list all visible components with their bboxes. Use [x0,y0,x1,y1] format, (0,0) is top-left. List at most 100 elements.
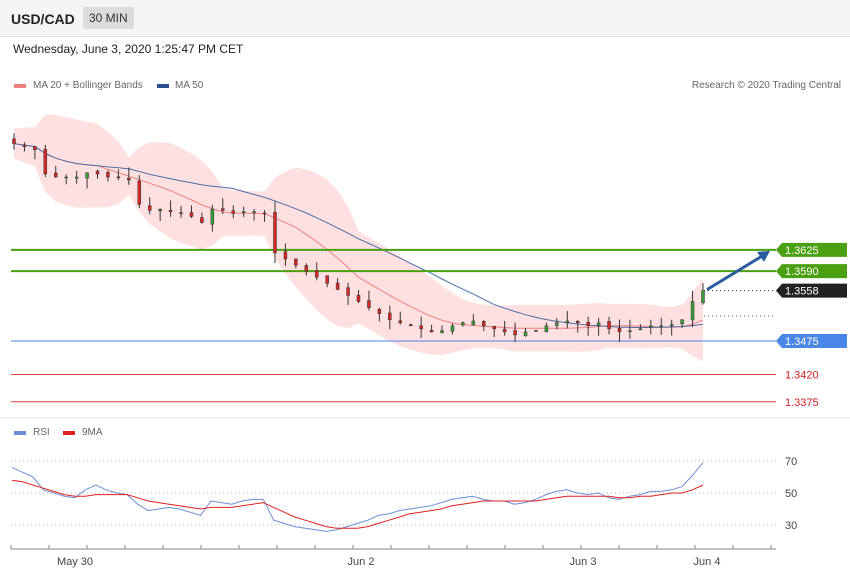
candle-body [252,211,256,213]
timeframe-button[interactable]: 30 MIN [83,7,134,29]
candle-body [12,138,16,144]
x-tick-label: Jun 4 [694,556,721,568]
candle-body [95,170,100,175]
candle-body [690,301,695,321]
candle-body [628,330,632,333]
x-tick-label: Jun 2 [348,556,375,568]
ma9-legend-label: 9MA [82,427,103,438]
candle-body [85,172,89,179]
level-label-1.3558: 1.3558 [785,286,819,298]
candle-body [482,321,486,327]
rsi-legend-label: RSI [33,427,50,438]
candle-body [158,208,162,212]
rsi-level-label-70: 70 [785,456,797,468]
candle-body [471,320,476,325]
level-label-1.3420: 1.3420 [785,369,819,381]
forecast-arrow-head [757,250,770,262]
candle-body [314,270,319,278]
candle-body [22,144,27,147]
ma20-legend-swatch [14,84,26,88]
candle-body [659,325,663,328]
rsi-level-label-50: 50 [785,488,797,500]
ma20-legend-label: MA 20 + Bollinger Bands [33,80,143,91]
candle-body [607,321,611,330]
candle-body [555,322,559,326]
candle-body [669,324,674,327]
candle-body [523,331,528,337]
candle-body [273,211,277,254]
ma9-legend-swatch [63,431,75,435]
ma50-legend-label: MA 50 [175,80,204,91]
candle-body [450,325,455,332]
candle-body [440,330,444,333]
price-levels-layer: 1.3625 1.3590 1.3558 1.3475 1.3420 1.3375 [11,242,847,409]
level-badge-1.3590 [776,264,847,279]
candle-body [596,322,601,326]
candle-body [241,211,246,213]
candle-body [429,329,434,333]
candle-body [419,325,423,330]
candle-body [294,258,298,266]
candle-body [210,208,215,225]
candle-body [283,251,288,260]
forecast-arrow-layer [706,250,770,291]
candle-body [701,290,705,304]
level-badge-1.3475 [776,334,847,349]
candle-body [586,321,590,327]
candle-body [43,149,48,175]
ma50-legend-swatch [157,84,169,88]
candle-body [325,275,329,284]
candle-body [74,176,79,179]
candle-body [544,325,549,333]
candle-body [575,321,580,324]
candle-body [106,172,110,178]
candle-body [189,212,194,217]
forecast-arrow-shaft [706,253,765,291]
candle-body [231,210,235,214]
candle-body [617,327,622,333]
candle-body [304,265,309,272]
candle-body [356,294,361,302]
rsi-line [11,462,704,532]
level-label-1.3590: 1.3590 [785,266,819,278]
candle-body [398,320,403,324]
candle-body [127,177,131,181]
candle-body [461,322,465,326]
level-badge-1.3625 [776,242,847,257]
candle-body [335,282,340,290]
bollinger-band-layer [14,114,703,362]
candle-body [64,176,68,179]
rsi-level-label-30: 30 [785,520,797,532]
candle-body [346,287,350,296]
candle-body [33,146,37,150]
rsi-ma9-line [11,479,704,529]
candle-body [116,176,121,179]
symbol-label: USD/CAD [11,11,75,27]
bollinger-band [14,114,703,362]
candle-body [54,172,58,178]
candle-body [168,209,173,212]
x-tick-label: May 30 [57,556,93,568]
candle-body [367,300,371,308]
candle-body [565,320,570,323]
candle-body [221,208,225,211]
candle-body [638,328,643,331]
x-tick-label: Jun 3 [570,556,597,568]
chart-header: USD/CAD 30 MIN [0,0,850,37]
candle-body [377,309,382,314]
candle-body [534,330,538,332]
level-label-1.3375: 1.3375 [785,397,819,409]
candle-body [179,212,183,214]
candle-body [200,217,204,223]
rsi-panel: 70 50 30 [11,456,797,532]
chart-datetime: Wednesday, June 3, 2020 1:25:47 PM CET [13,42,244,56]
level-label-1.3625: 1.3625 [785,245,819,257]
candle-body [408,324,413,327]
level-label-1.3475: 1.3475 [785,336,819,348]
rsi-legend-swatch [14,431,26,435]
candle-body [513,330,517,336]
candle-body [649,325,653,328]
candle-body [262,212,267,215]
candle-body [680,319,684,325]
